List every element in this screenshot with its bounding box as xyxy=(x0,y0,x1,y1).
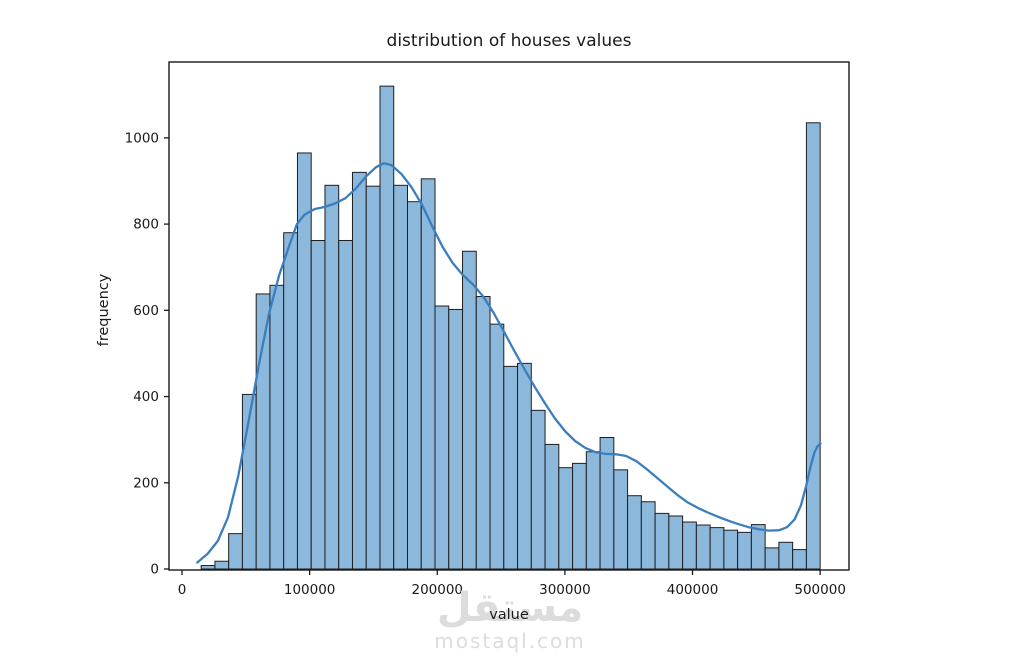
x-tick-label: 0 xyxy=(178,582,187,598)
histogram-bar xyxy=(214,560,230,570)
histogram-bar xyxy=(434,305,450,570)
histogram-bar xyxy=(750,524,766,570)
histogram-bar xyxy=(228,533,243,570)
plot-spines xyxy=(168,61,850,571)
histogram-bar xyxy=(283,232,298,570)
histogram-bar xyxy=(805,122,821,570)
histogram-bar xyxy=(792,549,807,570)
histogram-bar xyxy=(379,85,395,570)
x-tick-label: 100000 xyxy=(284,582,336,598)
histogram-bar xyxy=(709,527,725,570)
histogram-bar xyxy=(599,437,615,570)
histogram-bar xyxy=(310,239,326,570)
x-tick-label: 500000 xyxy=(794,582,846,598)
histogram-bar xyxy=(530,409,546,570)
histogram-bar xyxy=(365,185,381,570)
histogram-bar xyxy=(462,250,477,570)
y-tick-label: 0 xyxy=(150,562,159,578)
y-tick-label: 600 xyxy=(133,303,159,319)
histogram-bar xyxy=(544,443,560,570)
histogram-bar xyxy=(654,512,670,570)
kde-curve xyxy=(196,162,822,564)
y-tick-label: 400 xyxy=(133,389,159,405)
histogram-bar xyxy=(737,531,752,570)
histogram-bar xyxy=(585,451,601,570)
y-tick-label: 200 xyxy=(133,475,159,491)
histogram-bar xyxy=(475,296,491,570)
histogram-bar xyxy=(351,171,367,570)
x-tick-label: 200000 xyxy=(411,582,463,598)
histogram-bar xyxy=(682,521,697,570)
chart-title: distribution of houses values xyxy=(386,31,632,51)
histogram-bar xyxy=(393,184,408,570)
histogram-bar xyxy=(269,284,285,570)
histogram-bar xyxy=(668,515,684,570)
histogram-bar xyxy=(324,184,340,570)
y-tick-label: 1000 xyxy=(125,130,159,146)
histogram-bar xyxy=(420,178,436,570)
y-tick-label: 800 xyxy=(133,217,159,233)
histogram-bar xyxy=(640,501,656,570)
histogram-bar xyxy=(448,308,464,570)
histogram-bar xyxy=(200,565,216,570)
histogram-bar xyxy=(406,201,422,570)
histogram-bar xyxy=(558,467,574,570)
histogram-bar xyxy=(517,362,532,570)
x-tick-label: 400000 xyxy=(667,582,719,598)
histogram-bar xyxy=(255,293,271,570)
histogram-bar xyxy=(503,365,519,570)
x-axis-label: value xyxy=(489,607,529,623)
x-tick-label: 300000 xyxy=(539,582,591,598)
histogram-bar xyxy=(613,469,629,570)
histogram-bar xyxy=(764,547,780,570)
histogram-bar xyxy=(627,495,642,570)
histogram-bar xyxy=(778,541,794,570)
histogram-bar xyxy=(723,529,739,570)
histogram-bar xyxy=(489,323,505,570)
histogram-bar xyxy=(572,462,587,570)
histogram-bar xyxy=(695,524,711,570)
histogram-bar xyxy=(338,239,353,570)
